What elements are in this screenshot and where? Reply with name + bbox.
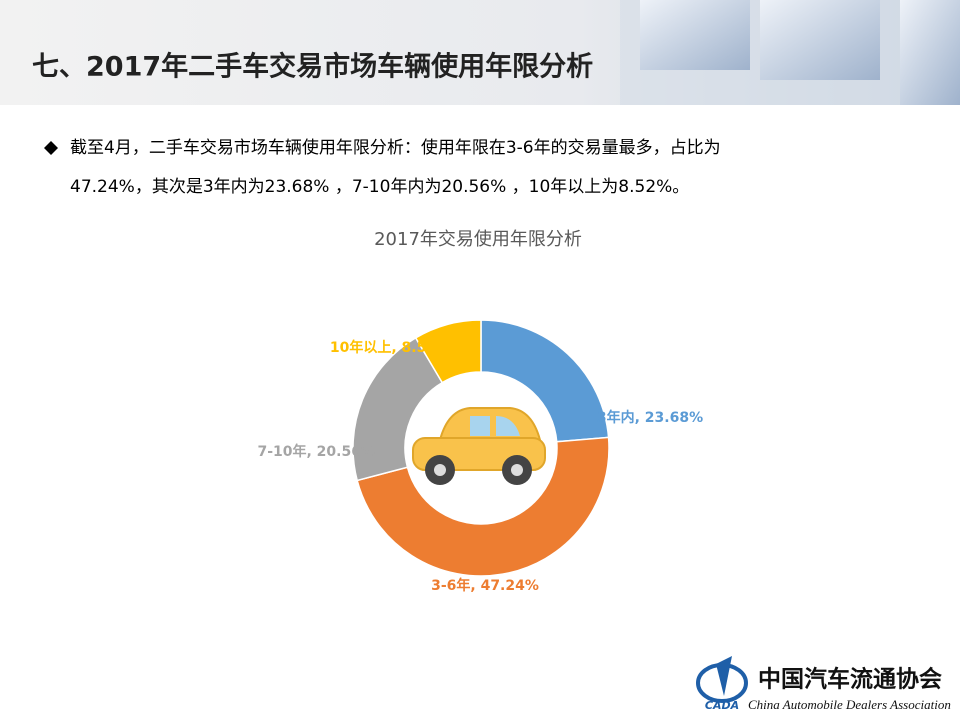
chart-title: 2017年交易使用年限分析	[374, 229, 582, 250]
body-line: 47.24%，其次是3年内为23.68% ，7-10年内为20.56% ，10年…	[70, 177, 689, 197]
logo: CADA 中国汽车流通协会 China Automobile Dealers A…	[696, 656, 951, 712]
logo-english: China Automobile Dealers Association	[748, 697, 951, 712]
header-box	[760, 0, 880, 80]
data-label: 7-10年, 20.56%	[257, 443, 375, 460]
slide-title: 七、2017年二手车交易市场车辆使用年限分析	[32, 51, 593, 83]
header-box	[640, 0, 750, 70]
body-line: 截至4月，二手车交易市场车辆使用年限分析：使用年限在3-6年的交易量最多，占比为	[70, 137, 721, 158]
logo-name: 中国汽车流通协会	[758, 666, 942, 693]
data-label: 3年内, 23.68%	[597, 409, 703, 426]
header-box	[900, 0, 960, 105]
logo-abbr: CADA	[705, 699, 739, 712]
bullet	[44, 141, 58, 155]
data-label: 3-6年, 47.24%	[431, 577, 539, 594]
car-icon	[412, 407, 546, 485]
data-label: 10年以上, 8.52%	[330, 339, 450, 356]
